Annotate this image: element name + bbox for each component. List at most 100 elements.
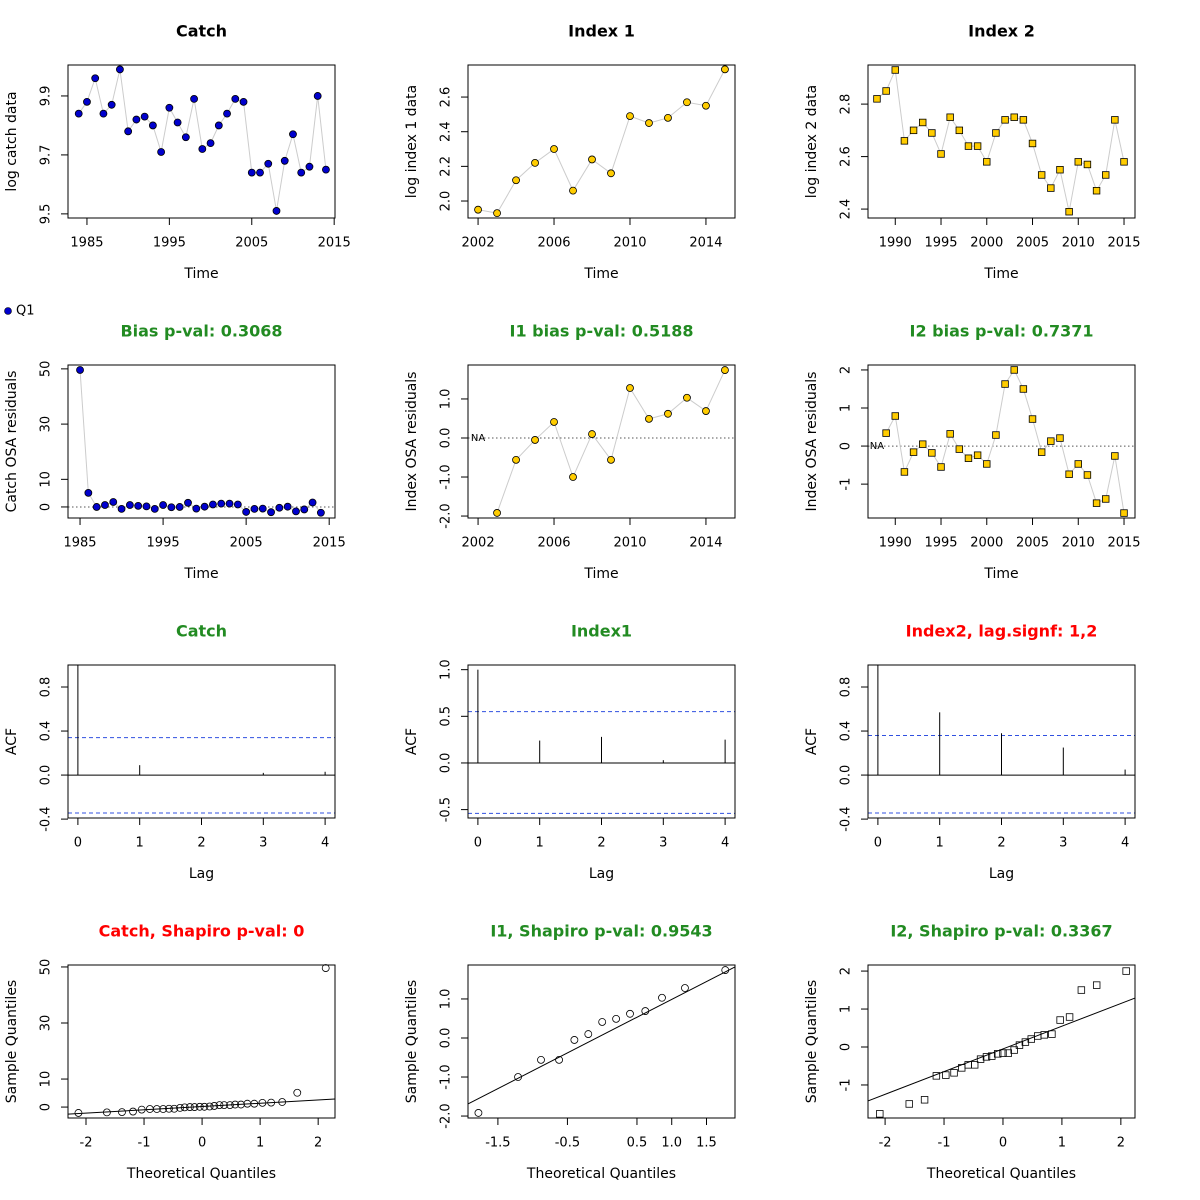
point (681, 984, 689, 992)
y-tick-label: 0.0 (39, 765, 54, 786)
y-axis-label: Catch OSA residuals (4, 371, 20, 513)
y-axis-label: ACF (804, 728, 820, 755)
point (993, 1050, 1002, 1058)
point (258, 504, 267, 513)
x-tick-label: 2010 (613, 536, 646, 551)
point (626, 384, 634, 392)
point (1001, 116, 1009, 124)
point (645, 414, 653, 423)
y-tick-label: 2 (839, 366, 854, 374)
point (173, 118, 182, 127)
y-tick-label: 0.0 (439, 753, 454, 774)
point (946, 430, 954, 438)
point (1120, 509, 1128, 517)
point (214, 121, 223, 130)
point (999, 1049, 1007, 1057)
x-axis-label: Time (983, 266, 1018, 282)
plot-frame (867, 364, 1136, 519)
point (237, 1100, 245, 1109)
point (297, 168, 306, 177)
point (1056, 434, 1064, 442)
point (322, 165, 330, 174)
point (973, 451, 982, 459)
point (137, 1105, 146, 1114)
x-tick-label: 3 (1059, 836, 1067, 851)
y-tick-label: 2.8 (839, 94, 854, 115)
y-tick-label: -0.4 (39, 806, 54, 831)
x-tick-label: 0.5 (627, 1136, 648, 1151)
point (570, 1036, 579, 1044)
point (550, 418, 558, 426)
point (683, 98, 691, 107)
y-tick-label: 0 (39, 1103, 54, 1111)
point (873, 95, 881, 103)
point (1037, 171, 1046, 179)
point (664, 409, 672, 418)
x-tick-label: 4 (1121, 836, 1129, 851)
y-tick-label: 2.4 (839, 199, 854, 220)
point (200, 502, 209, 511)
point (142, 502, 151, 511)
point (876, 1110, 884, 1118)
x-tick-label: -2 (879, 1136, 892, 1151)
legend-marker (4, 307, 12, 315)
point (99, 109, 108, 118)
point (598, 1018, 607, 1026)
point (588, 430, 596, 438)
point (932, 1072, 941, 1080)
point (1010, 366, 1018, 374)
x-axis-label: Lag (589, 866, 614, 882)
point (658, 993, 666, 1002)
y-tick-label: -1.0 (439, 1064, 454, 1089)
point (84, 488, 93, 497)
x-tick-label: -2 (80, 1136, 93, 1151)
point (919, 118, 927, 127)
point (983, 460, 991, 468)
point (292, 507, 300, 516)
y-tick-label: 0.4 (39, 721, 54, 742)
point (129, 1107, 137, 1116)
y-tick-label: 9.9 (39, 86, 54, 107)
point (626, 1009, 634, 1018)
point (233, 500, 242, 509)
point (308, 498, 317, 507)
point (300, 505, 309, 514)
annotation: NA (870, 441, 884, 452)
x-tick-label: 2015 (313, 536, 346, 551)
point (569, 186, 577, 195)
point (132, 115, 141, 124)
series-line (876, 68, 1125, 212)
point (882, 429, 890, 437)
y-axis-label: Sample Quantiles (404, 980, 420, 1103)
point (988, 1052, 996, 1060)
plot-frame (67, 364, 336, 519)
x-tick-label: 1995 (153, 236, 186, 251)
y-axis-label: ACF (404, 728, 420, 755)
x-tick-label: 2010 (1062, 236, 1095, 251)
point (550, 145, 558, 153)
y-tick-label: 1 (839, 1005, 854, 1013)
point (645, 119, 653, 127)
x-tick-label: 1 (136, 836, 144, 851)
y-tick-label: 50 (39, 361, 54, 378)
y-tick-label: 1.0 (439, 659, 454, 680)
point (1048, 1030, 1056, 1038)
y-tick-label: 10 (39, 471, 54, 488)
x-tick-label: 2015 (1107, 536, 1140, 551)
x-axis-label: Lag (989, 866, 1014, 882)
x-axis-label: Time (983, 566, 1018, 582)
x-tick-label: 1 (936, 836, 944, 851)
point (493, 509, 501, 517)
point (1037, 448, 1046, 456)
point (150, 504, 159, 513)
point (1056, 1016, 1064, 1024)
y-axis-label: log index 1 data (404, 85, 420, 198)
point (514, 1073, 522, 1081)
point (223, 109, 231, 118)
point (626, 112, 634, 121)
chart-title: Catch (176, 622, 227, 641)
point (148, 121, 157, 130)
point (165, 1104, 173, 1113)
point (313, 92, 322, 100)
x-tick-label: 2 (314, 1136, 322, 1151)
